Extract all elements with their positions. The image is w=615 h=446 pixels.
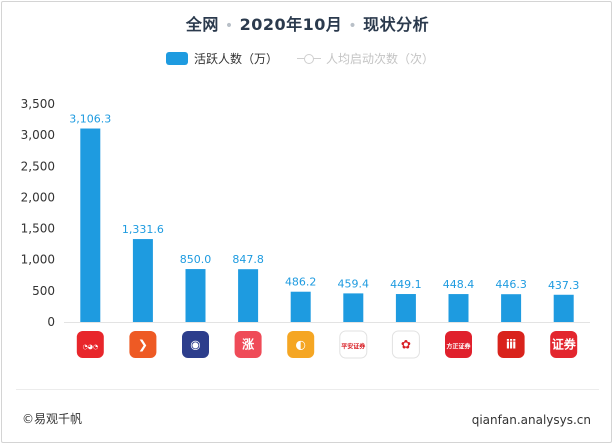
y-tick-label: 1,000 [21, 253, 55, 267]
app-icon-8-glyph: 方正证券 [446, 343, 471, 351]
legend-label-launches: 人均启动次数（次） [326, 51, 435, 66]
bar[interactable] [132, 239, 153, 322]
title-separator-1: • [224, 18, 234, 34]
bar[interactable] [553, 294, 574, 322]
app-icon-10 [550, 331, 578, 358]
bar[interactable] [501, 294, 522, 322]
bar[interactable] [185, 269, 206, 322]
app-icon-1 [76, 331, 104, 358]
app-icon-5-glyph: ◐ [295, 338, 305, 352]
bar[interactable] [448, 294, 469, 322]
footer-divider [16, 389, 599, 390]
source-url: qianfan.analysys.cn [471, 413, 591, 427]
app-icon-2 [129, 331, 157, 358]
app-icon-8 [445, 331, 472, 358]
title-period: 2020年10月 [239, 15, 343, 34]
title-scope: 全网 [185, 15, 219, 34]
app-icon-9-glyph: ⅲ [506, 338, 516, 352]
y-tick-label: 3,000 [21, 128, 55, 142]
title-topic: 现状分析 [363, 15, 430, 34]
app-icon-5 [287, 331, 315, 358]
y-tick-label: 2,500 [21, 159, 55, 173]
bar-value-label: 486.2 [285, 276, 317, 289]
title-separator-2: • [348, 18, 358, 34]
y-tick-label: 500 [32, 284, 55, 298]
app-icon-7-glyph: ✿ [401, 338, 411, 352]
bar[interactable] [395, 294, 416, 322]
bar-value-label: 847.8 [232, 253, 264, 266]
bar-value-label: 437.3 [548, 279, 580, 292]
y-tick-label: 2,000 [21, 190, 55, 204]
chart-title: 全网 • 2020年10月 • 现状分析 [0, 11, 615, 35]
app-icon-1-glyph: ◔◕◔ [82, 344, 98, 351]
y-tick-label: 1,500 [21, 222, 55, 236]
bar[interactable] [290, 291, 311, 322]
y-tick-label: 0 [47, 315, 55, 329]
app-icon-4-glyph: 涨 [242, 337, 254, 352]
bar-value-label: 448.4 [443, 278, 475, 291]
bar[interactable] [238, 269, 259, 322]
app-icon-7 [391, 330, 420, 359]
bar-value-label: 3,106.3 [69, 113, 111, 126]
legend-item-active-users[interactable]: 活跃人数（万） [166, 50, 278, 66]
bar-value-label: 459.4 [338, 277, 370, 290]
source-credit: ©易观千帆 [22, 412, 83, 426]
legend-swatch-bar [166, 51, 188, 65]
app-icon-6-glyph: 平安证券 [341, 343, 366, 351]
bar[interactable] [343, 293, 364, 322]
bar-chart: 0 500 1,000 1,500 2,000 2,500 3,000 3,500 3,106.… [21, 97, 590, 359]
y-tick-label: 3,500 [21, 97, 55, 111]
app-icon-9 [497, 331, 525, 358]
app-icon-4 [234, 331, 262, 358]
app-icon-6 [339, 330, 368, 359]
bar-value-label: 446.3 [495, 278, 527, 291]
app-icon-3 [182, 331, 209, 358]
bar-value-label: 850.0 [180, 253, 212, 266]
legend-swatch-line [297, 52, 321, 65]
bar[interactable] [80, 128, 101, 322]
app-icon-3-glyph: ◉ [190, 338, 200, 352]
app-icon-2-glyph: ❯ [138, 338, 148, 352]
legend-item-launches[interactable]: 人均启动次数（次） [297, 50, 434, 66]
legend-label-active-users: 活跃人数（万） [194, 51, 279, 66]
bar-value-label: 449.1 [390, 278, 422, 291]
bar-value-label: 1,331.6 [122, 223, 164, 236]
app-icon-10-glyph: 证券 [552, 337, 577, 352]
